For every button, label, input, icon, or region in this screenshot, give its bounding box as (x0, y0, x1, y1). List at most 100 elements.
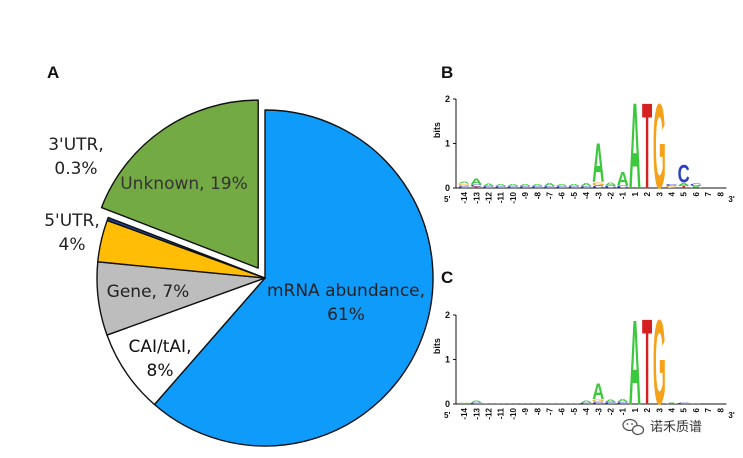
logo-letter-a: A (617, 398, 629, 404)
x-start-label: 5' (444, 411, 450, 420)
x-tick-label: -3 (594, 407, 603, 415)
panel-letter-b: B (441, 63, 453, 82)
logo-letter-a: A (482, 183, 494, 187)
logo-letter-c: C (519, 186, 532, 189)
logo-letter-c: C (568, 186, 581, 189)
logo-letter-a: A (470, 177, 483, 186)
logo-letter-c: C (580, 186, 593, 189)
x-tick-label: 7 (704, 407, 713, 412)
pie-label-cai-tai: CAI/tAI, 8% (129, 337, 192, 381)
x-tick-label: -4 (582, 191, 591, 199)
x-tick-label: -1 (619, 191, 628, 199)
x-tick-label: 3 (655, 407, 664, 412)
x-tick-label: 6 (692, 191, 701, 196)
x-end-label: 3' (728, 195, 734, 204)
logo-letter-c: C (678, 162, 690, 189)
logo-letter-a: A (665, 402, 678, 404)
x-tick-label: 2 (643, 191, 652, 196)
logo-letter-c: C (458, 403, 471, 404)
x-tick-label: -9 (521, 191, 530, 199)
x-tick-label: 1 (631, 407, 640, 412)
y-tick-label: 0 (445, 183, 450, 193)
logo-letter-t: T (642, 77, 652, 214)
x-tick-label: -12 (485, 407, 494, 419)
x-tick-label: -11 (497, 407, 506, 419)
x-tick-label: -14 (460, 191, 469, 203)
logo-letter-a: A (507, 403, 520, 404)
logo-letter-a: A (580, 400, 593, 404)
logo-letter-a: A (556, 403, 569, 404)
logo-letter-a: A (629, 296, 641, 430)
wechat-icon (622, 418, 645, 436)
logo-letter-a: A (690, 403, 703, 404)
logo-letter-c: C (617, 185, 629, 189)
logo-letter-c: C (495, 186, 508, 189)
logo-letter-c: C (617, 402, 630, 405)
x-tick-label: 7 (704, 191, 713, 196)
x-tick-label: 2 (643, 407, 652, 412)
logo-letter-c: C (580, 402, 593, 404)
logo-letter-a: A (592, 132, 604, 194)
pie-chart: mRNA abundance, 61% CAI/tAI, 8% Gene, 7% 5'UT… (44, 99, 434, 447)
logo-letter-a: A (592, 380, 604, 405)
pie-label-unknown: Unknown, 19% (120, 174, 248, 194)
logo-letter-a: A (495, 403, 508, 404)
x-tick-label: -2 (607, 191, 616, 199)
x-tick-label: -5 (570, 191, 579, 199)
logo-letter-g: G (592, 398, 605, 402)
logo-letter-c: C (543, 186, 556, 189)
logo-letter-a: A (604, 399, 616, 403)
x-tick-label: -4 (582, 407, 591, 415)
x-tick-label: 5 (680, 407, 689, 412)
logo-letter-a: A (617, 167, 629, 190)
logo-letter-a: A (580, 182, 592, 187)
pie-slice-unknown (100, 99, 259, 269)
x-tick-label: 8 (716, 191, 725, 196)
x-tick-label: 8 (716, 407, 725, 412)
logo-letter-a: A (458, 402, 471, 403)
logo-letter-a: A (543, 182, 555, 188)
x-tick-label: -14 (460, 407, 469, 419)
y-tick-label: 2 (445, 310, 450, 320)
x-tick-label: -13 (472, 407, 481, 419)
logo-letter-a: A (678, 182, 690, 186)
logo-letter-t: T (471, 186, 482, 188)
logo-letter-g: G (653, 296, 666, 430)
panel-letter-c: C (441, 268, 453, 287)
logo-letter-c: C (665, 184, 678, 187)
logo-letter-c: C (604, 402, 617, 405)
pie-slice-mrna-abundance (153, 109, 434, 447)
logo-letter-a: A (568, 184, 581, 187)
x-tick-label: -8 (533, 191, 542, 199)
logo-letter-c: C (470, 184, 483, 188)
x-tick-label: -7 (546, 407, 555, 415)
y-tick-label: 1 (445, 355, 450, 365)
y-tick-label: 2 (445, 94, 450, 104)
logo-letter-g: G (653, 80, 666, 214)
x-tick-label: 6 (692, 407, 701, 412)
x-tick-label: -10 (509, 407, 518, 419)
watermark-text: 诺禾质谱 (650, 420, 702, 435)
x-tick-label: 1 (631, 191, 640, 196)
x-tick-label: 5 (680, 191, 689, 196)
panel-letter-a: A (47, 63, 59, 82)
logo-letter-g: G (458, 183, 471, 187)
x-tick-label: -6 (558, 191, 567, 199)
x-tick-label: -1 (619, 407, 628, 415)
logo-letter-c: C (592, 185, 604, 189)
logo-letter-t: T (679, 185, 690, 189)
logo-letter-a: A (543, 403, 556, 404)
pie-slice-3-utr (106, 216, 266, 279)
logo-letter-a: A (482, 403, 495, 404)
logo-letter-a: A (531, 403, 544, 404)
x-tick-label: -8 (533, 407, 542, 415)
logo-letter-a: A (604, 181, 616, 187)
y-tick-label: 1 (445, 139, 450, 149)
logo-letter-a: A (470, 400, 483, 404)
x-start-label: 5' (444, 195, 450, 204)
logo-letter-c: C (690, 182, 702, 186)
logo-letter-c: C (482, 186, 495, 189)
x-tick-label: -2 (607, 407, 616, 415)
